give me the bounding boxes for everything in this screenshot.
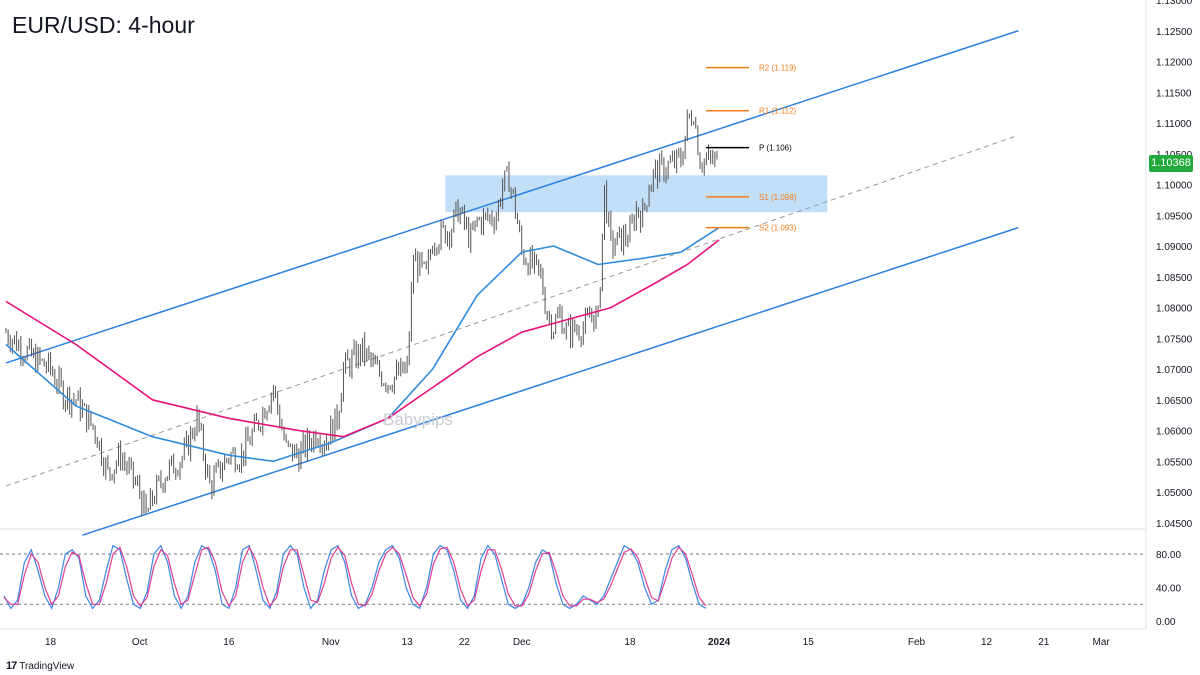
x-tick-label: Nov: [322, 637, 340, 648]
stoch-tick-label: 80.00: [1156, 550, 1181, 561]
grid: [0, 0, 1147, 630]
y-tick-label: 1.06500: [1156, 396, 1193, 407]
pivot-level-label: S2 (1.093): [759, 224, 797, 233]
y-tick-label: 1.12000: [1156, 58, 1193, 69]
channel-upper-line: [5, 30, 1019, 364]
y-tick-label: 1.08500: [1156, 273, 1193, 284]
x-tick-label: 15: [803, 637, 815, 648]
y-tick-label: 1.09500: [1156, 211, 1193, 222]
x-tick-label: 2024: [708, 637, 731, 648]
x-tick-label: 18: [45, 637, 57, 648]
axes: 1.130001.125001.120001.115001.110001.105…: [45, 0, 1193, 648]
y-tick-label: 1.07000: [1156, 365, 1193, 376]
x-tick-label: Oct: [132, 637, 148, 648]
stoch-k-line: [3, 544, 707, 610]
watermark: Babypips: [383, 410, 453, 429]
x-tick-label: 22: [459, 637, 471, 648]
y-tick-label: 1.10000: [1156, 181, 1193, 192]
y-tick-label: 1.13000: [1156, 0, 1193, 7]
y-tick-label: 1.09000: [1156, 242, 1193, 253]
stoch-tick-label: 40.00: [1156, 584, 1181, 595]
ma-fast-line: [5, 226, 720, 463]
channel-midline: [5, 134, 1019, 487]
y-tick-label: 1.08000: [1156, 304, 1193, 315]
x-tick-label: 13: [402, 637, 414, 648]
stoch-tick-label: 0.00: [1156, 617, 1176, 628]
tradingview-logo-icon: 17: [6, 660, 17, 672]
x-tick-label: 18: [624, 637, 636, 648]
x-tick-label: 16: [223, 637, 235, 648]
y-tick-label: 1.06000: [1156, 427, 1193, 438]
pivot-level-label: S1 (1.098): [759, 193, 797, 202]
channel-lower-line: [82, 226, 1019, 536]
brand-name: TradingView: [19, 660, 75, 672]
x-tick-label: 12: [981, 637, 993, 648]
y-tick-label: 1.12500: [1156, 27, 1193, 38]
pivot-level-label: R1 (1.112): [759, 107, 797, 116]
pivot-level-label: P (1.106): [759, 144, 792, 153]
y-tick-label: 1.11000: [1156, 119, 1192, 130]
y-tick-label: 1.05500: [1156, 457, 1193, 468]
stochastic-panel: [0, 544, 1146, 610]
y-tick-label: 1.05000: [1156, 488, 1193, 499]
y-tick-label: 1.07500: [1156, 334, 1193, 345]
pivot-level-label: R2 (1.119): [759, 64, 797, 73]
x-tick-label: Dec: [513, 637, 531, 648]
y-tick-label: 1.11500: [1156, 88, 1192, 99]
tradingview-brand[interactable]: 17 TradingView: [6, 660, 74, 672]
price-candles: [5, 109, 718, 517]
price-channel: [5, 30, 1019, 536]
chart-title: EUR/USD: 4-hour: [12, 12, 195, 38]
y-tick-label: 1.04500: [1156, 519, 1193, 530]
x-tick-label: Feb: [908, 637, 926, 648]
stoch-d-line: [3, 545, 707, 608]
ma-slow-line: [5, 239, 720, 438]
last-price-tag: 1.10368: [1149, 155, 1193, 172]
x-tick-label: 21: [1038, 637, 1050, 648]
x-tick-label: Mar: [1093, 637, 1111, 648]
moving-averages: [5, 226, 720, 463]
pivot-levels: R2 (1.119) R1 (1.112) P (1.106) S1 (1.098) S…: [706, 64, 797, 233]
